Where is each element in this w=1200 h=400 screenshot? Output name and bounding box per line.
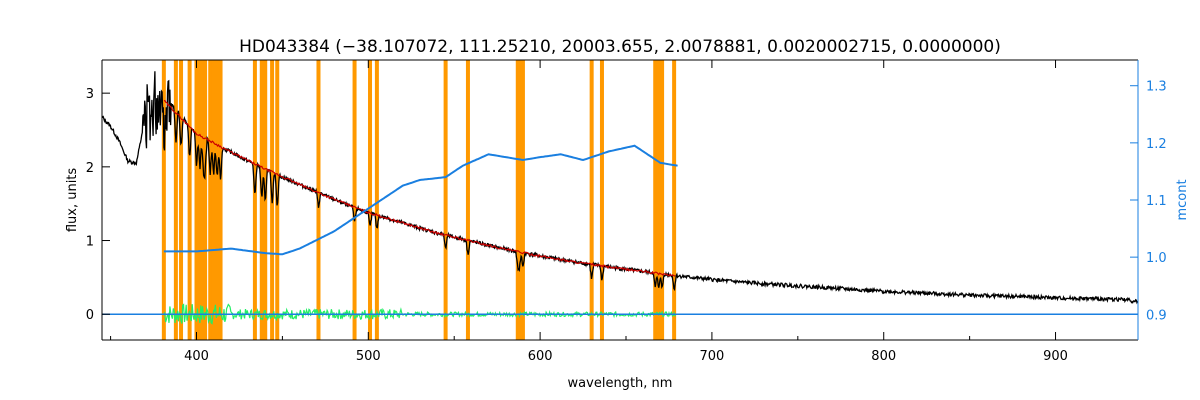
masked-band (517, 60, 522, 340)
masked-band (374, 60, 379, 340)
x-tick-label: 600 (528, 349, 553, 364)
masked-band (316, 60, 321, 340)
y-tick-label: 1 (86, 235, 94, 250)
masked-band (368, 60, 373, 340)
x-tick-label: 500 (356, 349, 381, 364)
x-tick-label: 400 (184, 349, 209, 364)
masked-band (161, 60, 166, 340)
masked-band (599, 60, 604, 340)
masked-band (215, 60, 220, 340)
masked-band (218, 60, 223, 340)
y-axis-label: flux, units (65, 168, 80, 233)
y-tick-label: 2 (86, 161, 94, 176)
masked-band (259, 60, 264, 340)
masked-band (187, 60, 192, 340)
x-axis-label: wavelength, nm (568, 376, 673, 391)
masked-regions (161, 60, 677, 340)
model-series (163, 99, 676, 277)
masked-band (653, 60, 658, 340)
x-tick-label: 700 (700, 349, 725, 364)
y2-tick-label: 1.0 (1146, 251, 1167, 266)
y2-tick-label: 1.1 (1146, 194, 1167, 209)
axis-ticks: 400 500 600 700 800 900 0 1 2 3 0.9 1.0 1.1 1.2 1.3 (86, 60, 1167, 364)
masked-band (589, 60, 594, 340)
masked-band (203, 60, 208, 340)
mcont-series (163, 144, 678, 256)
plot-frame (101, 59, 1139, 341)
masked-band (173, 60, 178, 340)
masked-band (443, 60, 448, 340)
masked-band (465, 60, 470, 340)
masked-band (179, 60, 184, 340)
x-tick-label: 900 (1043, 349, 1068, 364)
masked-band (660, 60, 665, 340)
masked-band (194, 60, 199, 340)
y-tick-label: 3 (86, 87, 94, 102)
masked-band (672, 60, 677, 340)
y2-tick-label: 0.9 (1146, 308, 1167, 323)
observed-series (101, 71, 1139, 305)
chart-title: HD043384 (−38.107072, 111.25210, 20003.6… (239, 37, 1001, 57)
masked-band (656, 60, 661, 340)
right-axis-label: mcont (1175, 179, 1190, 220)
masked-band (208, 60, 213, 340)
x-tick-label: 800 (871, 349, 896, 364)
series-layer (101, 71, 1139, 325)
y2-tick-label: 1.3 (1146, 80, 1167, 95)
y2-tick-label: 1.2 (1146, 137, 1167, 152)
masked-band (197, 60, 202, 340)
masked-band (252, 60, 257, 340)
masked-band (520, 60, 525, 340)
masked-band (352, 60, 357, 340)
masked-band (211, 60, 216, 340)
y-tick-label: 0 (86, 308, 94, 323)
